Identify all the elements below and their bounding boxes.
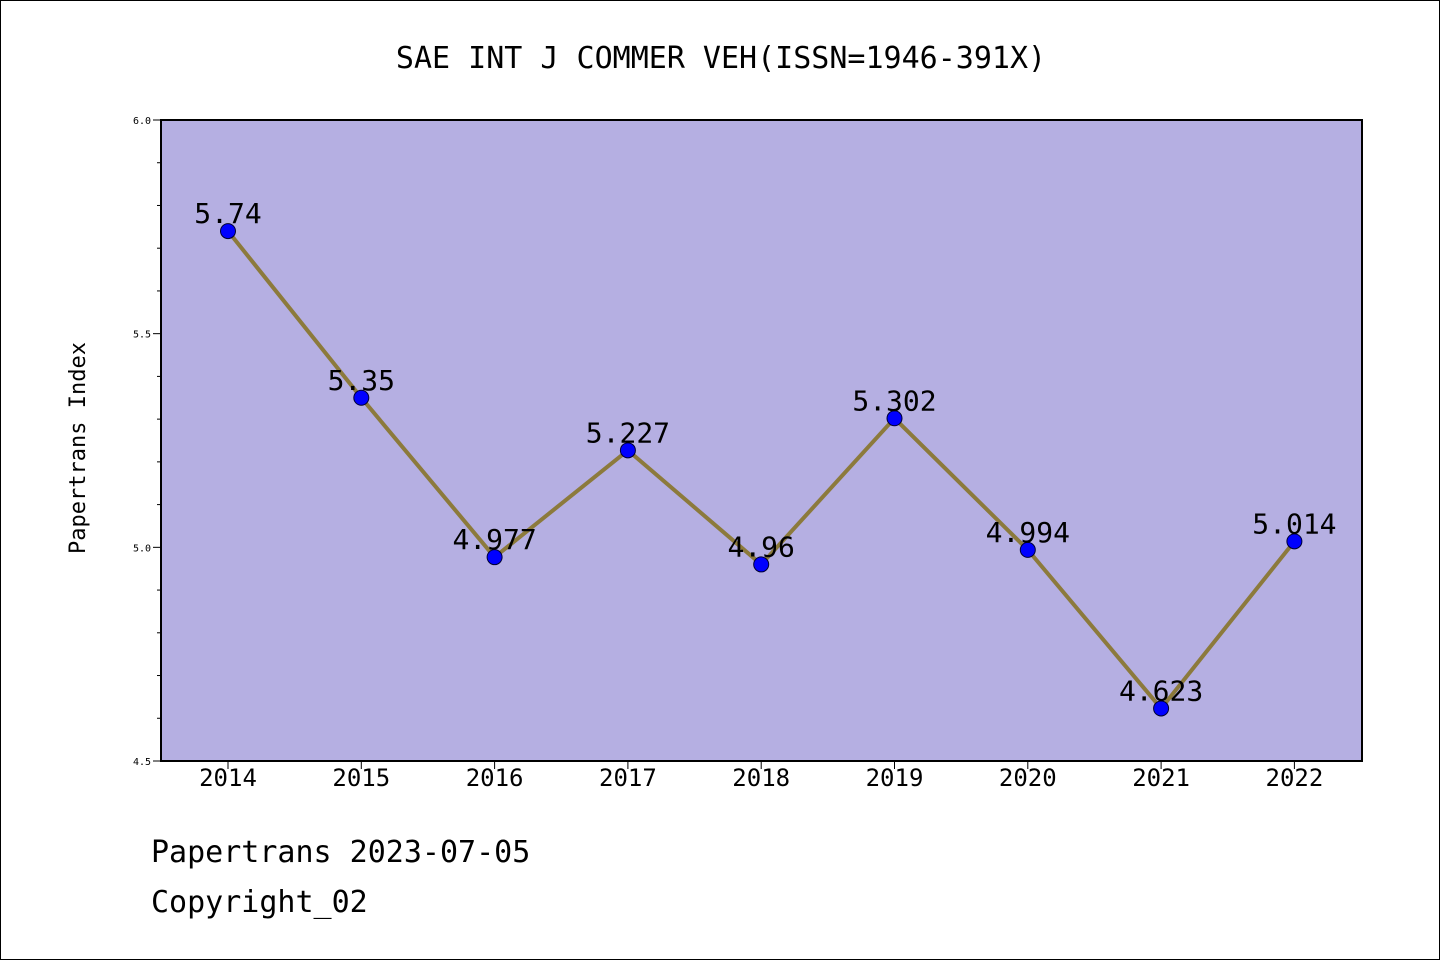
footer-copyright-line: Copyright_02 [151,885,368,920]
y-tick-label: 5.0 [133,543,151,554]
footer-date-line: Papertrans 2023-07-05 [151,835,531,870]
x-tick-label: 2022 [1266,764,1324,792]
y-axis: 4.5 5.0 5.5 6.0 [133,116,161,768]
x-axis: 2014 2015 2016 2017 2018 2019 2020 2021 2022 [199,761,1323,792]
data-label: 4.994 [986,516,1070,549]
x-tick-label: 2016 [466,764,524,792]
y-axis-label: Papertrans Index [66,342,91,554]
y-tick-label: 6.0 [133,116,151,127]
data-point [220,223,236,240]
x-tick-label: 2020 [999,764,1057,792]
data-point [486,549,503,566]
x-tick-label: 2018 [732,764,790,792]
data-point [1153,700,1170,717]
data-label: 4.96 [727,530,794,563]
x-tick-label: 2015 [332,764,390,792]
data-label: 5.35 [328,364,395,397]
data-label: 4.623 [1119,674,1203,707]
data-point [753,556,770,573]
data-point [619,442,636,459]
data-point [353,389,370,406]
x-tick-label: 2019 [866,764,924,792]
x-tick-label: 2017 [599,764,657,792]
data-point [1019,541,1036,558]
data-label: 5.74 [194,197,261,230]
data-point [1286,533,1303,550]
data-markers [220,223,1303,717]
chart-title: SAE INT J COMMER VEH(ISSN=1946-391X) [396,41,1046,76]
x-tick-label: 2021 [1132,764,1190,792]
y-tick-label: 4.5 [133,757,151,768]
x-tick-label: 2014 [199,764,257,792]
data-point [886,410,903,427]
data-label: 4.977 [452,523,536,556]
data-label: 5.014 [1252,507,1336,540]
data-label: 5.227 [586,416,670,449]
data-labels: 5.74 5.35 4.977 5.227 4.96 5.302 4.994 4.623 5.0… [194,197,1336,707]
y-tick-label: 5.5 [133,330,151,341]
data-label: 5.302 [852,384,936,417]
plot-area [160,119,1363,762]
